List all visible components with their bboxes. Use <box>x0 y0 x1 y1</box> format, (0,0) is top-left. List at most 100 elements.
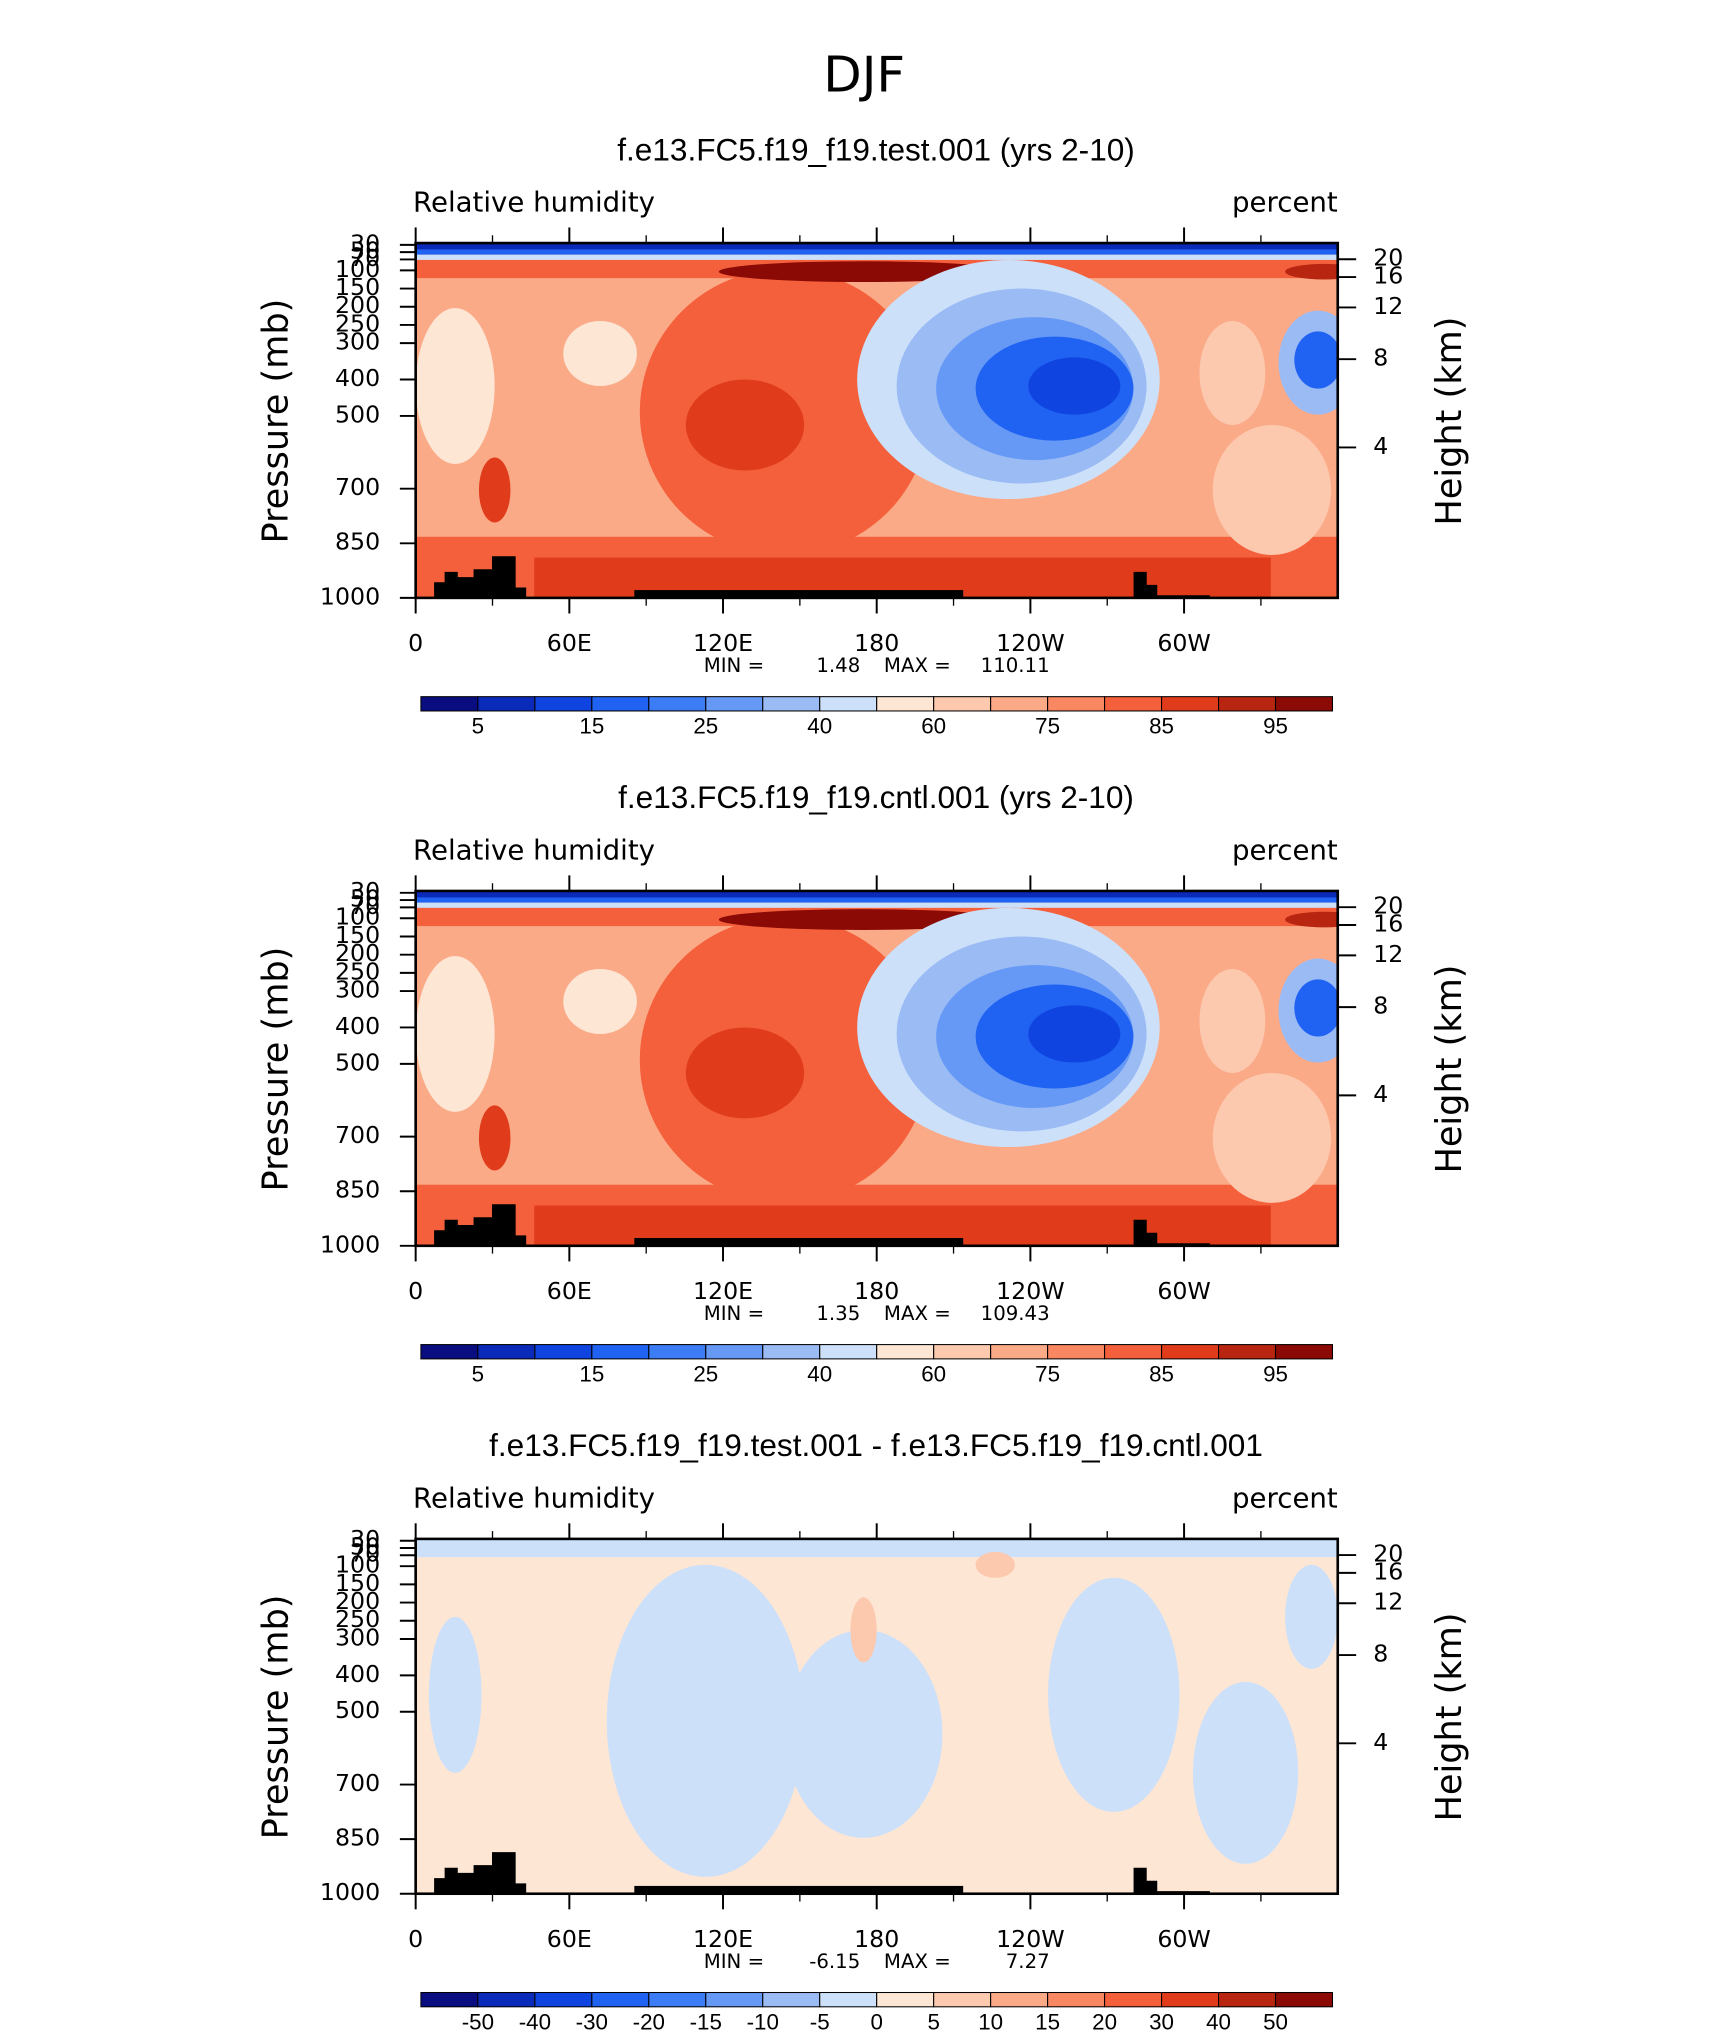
y-tick-label: 700 <box>335 1121 380 1149</box>
contour-fill <box>1212 425 1332 555</box>
y-tick-label: 400 <box>335 1012 380 1040</box>
contour-fill <box>1199 321 1266 426</box>
colorbar-label: 5 <box>472 714 484 739</box>
panel-title: f.e13.FC5.f19_f19.test.001 - f.e13.FC5.f… <box>489 1428 1263 1463</box>
x-tick-label: 120E <box>693 629 753 657</box>
y2-axis-label: Height (km) <box>1429 965 1470 1174</box>
colorbar-box <box>705 1991 764 2008</box>
max-label: MAX = <box>884 1302 951 1325</box>
colorbar-box <box>591 696 650 712</box>
min-value: -6.15 <box>809 1950 860 1973</box>
colorbar-label: 40 <box>807 1362 832 1387</box>
y-tick-label: 30 <box>350 877 380 905</box>
min-label: MIN = <box>704 1950 764 1973</box>
colorbar-label: 85 <box>1149 714 1174 739</box>
colorbar-label: 20 <box>1092 2010 1117 2035</box>
x-tick-label: 0 <box>408 629 423 657</box>
y-tick-label: 500 <box>335 1048 380 1076</box>
colorbar-label: 60 <box>921 1362 946 1387</box>
y-tick-label: 400 <box>335 364 380 392</box>
y-tick-label: 850 <box>335 528 380 556</box>
colorbar-box <box>648 1344 707 1360</box>
colorbar-box <box>819 696 878 712</box>
y-tick-label: 850 <box>335 1824 380 1852</box>
colorbar-box <box>990 1991 1049 2008</box>
colorbar-label: 0 <box>870 2010 882 2035</box>
colorbar-box <box>420 1344 479 1360</box>
y-tick-label: 500 <box>335 1696 380 1724</box>
contour-fill <box>685 1027 805 1119</box>
colorbar-label: 25 <box>693 714 718 739</box>
topography <box>1133 571 1210 598</box>
colorbar-label: 75 <box>1035 714 1060 739</box>
colorbar-box <box>1104 1991 1163 2008</box>
y-tick-label: 700 <box>335 1769 380 1797</box>
y2-tick-label: 16 <box>1373 910 1403 938</box>
units-label: percent <box>1232 1484 1338 1515</box>
contour-fill <box>975 1551 1015 1578</box>
x-tick-label: 120E <box>693 1925 753 1953</box>
colorbar-box <box>1161 696 1220 712</box>
x-tick-label: 60E <box>547 629 592 657</box>
y2-tick-label: 4 <box>1373 1080 1388 1108</box>
max-label: MAX = <box>884 1950 951 1973</box>
colorbar-box <box>705 696 764 712</box>
colorbar-label: -10 <box>747 2010 779 2035</box>
contour-fill <box>415 1538 1338 1558</box>
contour-fill <box>415 890 1338 898</box>
x-tick-label: 60W <box>1157 1277 1211 1305</box>
colorbar-label: 40 <box>1206 2010 1231 2035</box>
colorbar-box <box>648 1991 707 2008</box>
contour-fill <box>1294 979 1338 1037</box>
y-tick-label: 1000 <box>320 582 380 610</box>
contour-fill <box>563 968 637 1034</box>
topography <box>434 556 527 598</box>
colorbar-box <box>990 1344 1049 1360</box>
colorbar-box <box>762 696 821 712</box>
colorbar-box <box>1161 1344 1220 1360</box>
min-value: 1.48 <box>816 654 860 677</box>
y2-tick-label: 16 <box>1373 262 1403 290</box>
colorbar-box <box>933 696 992 712</box>
y2-tick-label: 12 <box>1373 940 1403 968</box>
topography <box>634 590 964 598</box>
variable-label: Relative humidity <box>413 188 655 219</box>
x-tick-label: 180 <box>854 1277 899 1305</box>
colorbar-label: -30 <box>576 2010 608 2035</box>
colorbar-box <box>1104 696 1163 712</box>
contour-fill <box>1028 1005 1121 1063</box>
max-value: 109.43 <box>981 1302 1050 1325</box>
contour-fill <box>1199 968 1266 1073</box>
colorbar-label: 85 <box>1149 1362 1174 1387</box>
panel-title: f.e13.FC5.f19_f19.cntl.001 (yrs 2-10) <box>618 780 1134 815</box>
y-axis-label: Pressure (mb) <box>255 947 296 1192</box>
y2-axis-label: Height (km) <box>1429 317 1470 526</box>
y-tick-label: 50 <box>350 885 380 913</box>
colorbar-box <box>1218 1991 1277 2008</box>
y2-tick-label: 20 <box>1373 244 1403 272</box>
y-tick-label: 200 <box>335 291 380 319</box>
contour-fill <box>415 254 1338 260</box>
colorbar-box <box>1047 1991 1106 2008</box>
contour-fill <box>1192 1681 1299 1864</box>
contour-fill <box>428 1616 482 1773</box>
y-tick-label: 200 <box>335 1587 380 1615</box>
colorbar-label: -5 <box>810 2010 830 2035</box>
topography <box>1133 1867 1210 1894</box>
colorbar-box <box>591 1344 650 1360</box>
contour-field <box>415 243 1338 598</box>
y-tick-label: 30 <box>350 229 380 257</box>
colorbar-label: 40 <box>807 714 832 739</box>
x-tick-label: 60W <box>1157 1925 1211 1953</box>
x-tick-label: 60E <box>547 1277 592 1305</box>
colorbar-box <box>1047 696 1106 712</box>
colorbar-box <box>1161 1991 1220 2008</box>
y-tick-label: 70 <box>350 1540 380 1568</box>
contour-fill <box>1048 1577 1180 1812</box>
y2-tick-label: 20 <box>1373 1540 1403 1568</box>
colorbar-box <box>477 1344 536 1360</box>
y2-tick-label: 4 <box>1373 1728 1388 1756</box>
contour-fill <box>850 1597 877 1663</box>
